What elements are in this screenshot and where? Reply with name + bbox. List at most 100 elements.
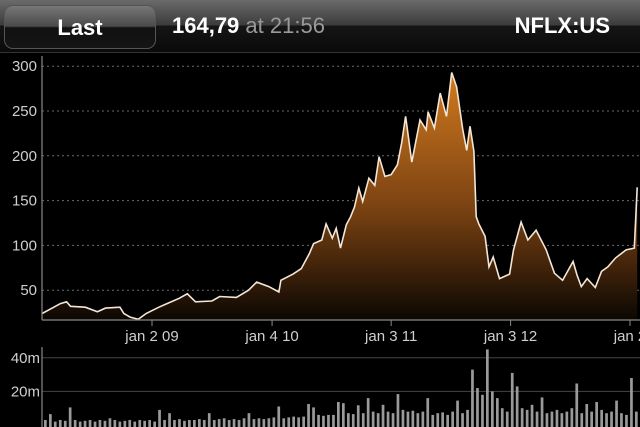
volume-bar <box>550 411 554 427</box>
volume-bar <box>44 420 47 427</box>
volume-bar <box>232 419 236 427</box>
price-x-tick-label: jan 3 11 <box>364 328 417 345</box>
volume-bar <box>193 420 196 427</box>
volume-bar <box>143 420 146 427</box>
volume-bar <box>158 409 161 427</box>
volume-bar <box>555 409 559 427</box>
volume-bar <box>153 421 156 427</box>
volume-bar <box>520 408 524 427</box>
volume-bar <box>337 402 340 427</box>
volume-bar <box>148 420 151 427</box>
volume-bar <box>505 411 509 427</box>
volume-bar <box>342 403 345 427</box>
volume-bar <box>500 408 504 427</box>
volume-bar <box>466 409 469 427</box>
volume-bar <box>396 394 400 427</box>
volume-bar <box>605 413 608 427</box>
last-price: 164,79 at 21:56 <box>172 13 325 39</box>
volume-bar <box>590 411 593 427</box>
price-y-axis-labels: 50 100 150 200 250 300 <box>12 58 37 299</box>
volume-bar <box>471 369 474 427</box>
volume-bar <box>297 417 300 427</box>
volume-bar <box>366 398 370 427</box>
volume-bar <box>630 378 633 427</box>
volume-bar <box>351 414 355 427</box>
volume-bar <box>540 397 544 427</box>
volume-bar <box>272 417 276 427</box>
volume-bar <box>347 413 350 427</box>
volume-bar <box>168 413 171 427</box>
volume-bar <box>525 409 529 427</box>
volume-bar <box>580 413 584 427</box>
volume-bar <box>575 383 579 427</box>
volume-bar <box>222 418 226 427</box>
price-x-tick-label: jan 3 12 <box>483 328 537 345</box>
price-y-tick-label: 200 <box>12 148 37 165</box>
price-x-tick-label: jan 2 <box>613 328 640 345</box>
volume-y-tick-label: 20m <box>11 383 40 400</box>
last-button[interactable]: Last <box>4 5 156 49</box>
volume-bar <box>386 411 390 427</box>
volume-bar <box>585 404 589 427</box>
volume-bar <box>128 420 132 427</box>
volume-bar <box>163 420 166 427</box>
volume-bar <box>481 394 484 427</box>
volume-bar <box>63 420 67 427</box>
volume-bar <box>58 420 62 427</box>
volume-bar <box>93 421 97 427</box>
volume-bar <box>317 414 320 427</box>
header-bar: Last 164,79 at 21:56 NFLX:US <box>0 0 640 53</box>
volume-bar <box>545 413 549 427</box>
volume-bar <box>88 420 92 427</box>
volume-bar <box>207 413 211 427</box>
volume-bar <box>188 420 191 427</box>
volume-bar <box>441 412 444 427</box>
volume-bar <box>620 413 623 427</box>
volume-bar <box>133 421 137 427</box>
volume-bar <box>431 414 435 427</box>
volume-bar <box>426 398 430 427</box>
volume-bar <box>491 391 494 427</box>
volume-bar <box>530 404 534 427</box>
volume-bar <box>595 402 598 427</box>
volume-bar <box>267 418 271 427</box>
price-y-tick-label: 250 <box>12 103 37 120</box>
volume-bar <box>307 404 310 427</box>
volume-bar <box>361 413 365 427</box>
price-line <box>41 72 638 321</box>
volume-bar <box>496 398 499 427</box>
volume-bar <box>277 406 281 427</box>
volume-bar <box>446 414 449 427</box>
volume-bar <box>401 409 405 427</box>
ticker-symbol: NFLX:US <box>514 13 610 38</box>
volume-bars <box>44 349 638 427</box>
volume-bar <box>391 413 395 427</box>
volume-bar <box>327 414 330 427</box>
volume-bar <box>78 421 82 427</box>
volume-bar <box>217 419 221 427</box>
volume-bar <box>476 388 479 427</box>
volume-bar <box>227 420 231 427</box>
volume-y-tick-label: 40m <box>11 350 40 367</box>
volume-bar <box>332 414 335 427</box>
volume-bar <box>252 419 256 427</box>
volume-bar <box>98 420 102 427</box>
volume-bar <box>68 407 72 427</box>
volume-bar <box>436 413 440 427</box>
volume-bar <box>73 420 77 427</box>
volume-bar <box>535 411 539 427</box>
volume-bar <box>600 409 603 427</box>
price-time: at 21:56 <box>245 13 325 38</box>
volume-bar <box>212 420 216 427</box>
volume-bar <box>560 413 564 427</box>
volume-bar <box>178 419 181 427</box>
volume-bar <box>416 413 420 427</box>
volume-bar <box>371 411 375 427</box>
volume-bar <box>515 386 519 427</box>
volume-bar <box>456 400 459 427</box>
volume-bar <box>198 419 201 427</box>
volume-bar <box>287 417 291 427</box>
volume-bar <box>292 416 295 427</box>
volume-bar <box>247 413 251 427</box>
volume-bar <box>302 416 305 427</box>
